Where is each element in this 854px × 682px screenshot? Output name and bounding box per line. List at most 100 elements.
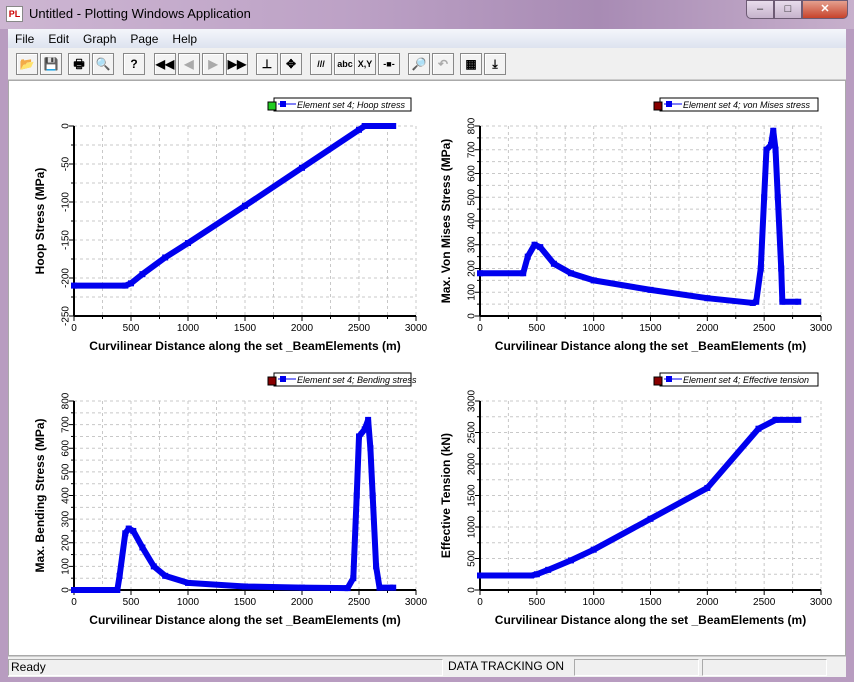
data-point (139, 544, 146, 551)
y-tick-label: 400 (61, 487, 72, 504)
line-style-button[interactable]: -■- (378, 53, 400, 75)
minimize-button[interactable]: – (746, 0, 774, 19)
series-line (480, 416, 799, 579)
data-point (390, 123, 397, 129)
toolbar: 📂 💾 🖶 🔍? ◀◀ ◀ ▶ ▶▶ ⊥ ✥///abc X,Y -■- 🔎 ↶ ▦ ⤓ (8, 48, 846, 80)
data-point (365, 416, 372, 423)
data-point (130, 527, 137, 534)
prev-button[interactable]: ◀ (178, 53, 200, 75)
first-button[interactable]: ◀◀ (154, 53, 176, 75)
x-tick-label: 3000 (405, 323, 428, 334)
y-axis-label: Effective Tension (kN) (439, 433, 453, 558)
chart-3: 0 500 1000 1500 2000 2500 3000 0 500 1000 1500 2000… (439, 372, 833, 627)
plot-area: 0 500 1000 1500 2000 2500 3000 0 -50 -100 -150 -200… (8, 80, 846, 656)
y-tick-label: 0 (467, 313, 478, 319)
export-button[interactable]: ⤓ (484, 53, 506, 75)
x-tick-label: 1500 (234, 323, 257, 334)
legend: Element set 4; Hoop stress (267, 97, 412, 112)
series-line (74, 123, 394, 289)
y-axis-label: Max. Bending Stress (MPa) (33, 418, 47, 572)
legend-label: Element set 4; Hoop stress (297, 100, 406, 110)
data-point (162, 572, 169, 579)
data-point (772, 416, 779, 423)
close-button[interactable]: ✕ (802, 0, 848, 19)
xy-button[interactable]: X,Y (354, 53, 376, 75)
data-point (528, 572, 535, 579)
app-icon: PL (6, 6, 23, 22)
y-tick-label: 1500 (467, 484, 478, 507)
y-tick-label: -150 (61, 230, 72, 250)
x-tick-label: 2000 (291, 323, 314, 334)
data-point (125, 525, 132, 532)
data-point (550, 260, 557, 267)
menu-edit[interactable]: Edit (48, 31, 70, 46)
data-point (361, 123, 368, 129)
y-tick-label: 2500 (467, 421, 478, 444)
x-tick-label: 2000 (696, 323, 719, 334)
x-tick-label: 3000 (405, 597, 428, 608)
menu-file[interactable]: File (15, 31, 35, 46)
x-tick-label: 0 (477, 597, 483, 608)
y-tick-label: 700 (61, 416, 72, 433)
legend: Element set 4; Bending stress (267, 372, 417, 387)
plots-canvas[interactable]: 0 500 1000 1500 2000 2500 30000-50-100-150-200… (9, 81, 847, 657)
data-point (763, 146, 770, 153)
data-point (779, 298, 786, 305)
status-pane-3 (574, 659, 699, 676)
chart-2: 0 500 1000 1500 2000 2500 3000 0 100 200 300 400 500… (33, 372, 428, 627)
menu-page[interactable]: Page (130, 31, 159, 46)
data-point (356, 126, 362, 133)
data-point (567, 557, 574, 564)
last-button[interactable]: ▶▶ (226, 53, 248, 75)
data-point (356, 433, 362, 440)
menu-help[interactable]: Help (172, 31, 198, 46)
move-button[interactable]: ✥ (280, 53, 302, 75)
series-line (480, 127, 799, 306)
print-button[interactable]: 🖶 (68, 53, 90, 75)
data-point (71, 282, 77, 289)
y-tick-label: -250 (61, 306, 72, 326)
data-point (299, 164, 305, 171)
zoom-all-button[interactable]: 🔎 (408, 53, 430, 75)
open-button[interactable]: 📂 (16, 53, 38, 75)
data-point (767, 142, 774, 148)
save-button[interactable]: 💾 (40, 53, 62, 75)
data-point (242, 202, 248, 209)
y-tick-label: 0 (61, 587, 72, 593)
data-point (647, 515, 654, 522)
x-tick-label: 0 (71, 323, 77, 334)
x-axis-label: Curvilinear Distance along the set _Beam… (495, 339, 806, 353)
labels-button[interactable]: abc (334, 53, 356, 75)
data-point (122, 282, 129, 289)
y-tick-label: 800 (61, 392, 72, 409)
menu-graph[interactable]: Graph (83, 31, 117, 46)
data-point (139, 271, 146, 278)
status-text: Ready (8, 659, 443, 676)
data-point (647, 286, 654, 293)
data-point (590, 277, 597, 284)
y-tick-label: -100 (61, 192, 72, 212)
axes-button[interactable]: ⊥ (256, 53, 278, 75)
y-tick-label: 3000 (467, 389, 478, 412)
legend-label: Element set 4; Bending stress (297, 375, 417, 385)
data-point (242, 583, 248, 590)
legend-series-marker (280, 101, 286, 107)
grid-button[interactable]: ▦ (460, 53, 482, 75)
data-point (344, 585, 351, 592)
y-tick-label: 1000 (467, 515, 478, 538)
data-point (350, 575, 357, 582)
data-point (116, 572, 123, 579)
tracking-status: DATA TRACKING ON (448, 659, 565, 673)
help-button[interactable]: ? (123, 53, 145, 75)
data-point (770, 127, 777, 134)
data-point (531, 241, 538, 248)
data-point (477, 572, 483, 579)
legend-series-marker (666, 376, 672, 382)
data-point (373, 563, 380, 570)
y-axis-label: Hoop Stress (MPa) (33, 168, 47, 275)
next-button[interactable]: ▶ (202, 53, 224, 75)
maximize-button[interactable]: □ (774, 0, 802, 19)
print-preview-button[interactable]: 🔍 (92, 53, 114, 75)
colors-button[interactable]: /// (310, 53, 332, 75)
zoom-back-button[interactable]: ↶ (432, 53, 454, 75)
